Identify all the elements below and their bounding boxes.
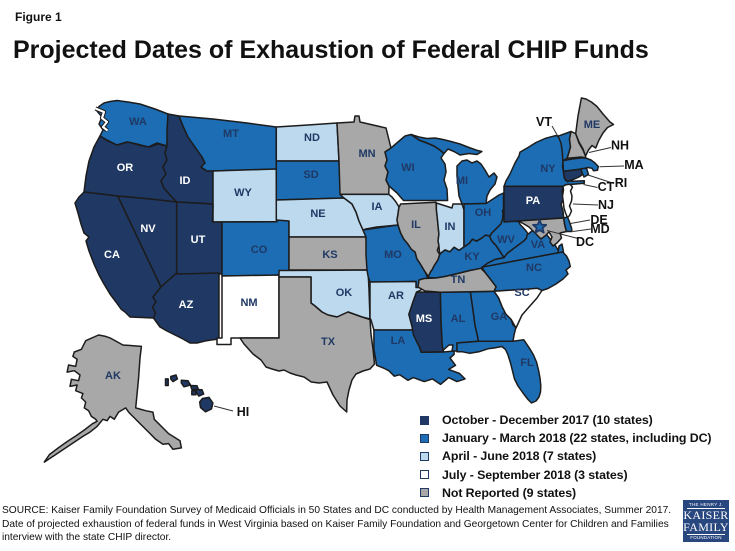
svg-text:ME: ME (584, 119, 601, 131)
svg-text:NV: NV (140, 223, 156, 235)
svg-text:VA: VA (531, 239, 546, 251)
svg-text:VT: VT (536, 115, 552, 129)
svg-text:NE: NE (310, 208, 325, 220)
svg-text:ID: ID (180, 175, 191, 187)
svg-text:HI: HI (237, 405, 250, 419)
svg-text:WY: WY (234, 187, 252, 199)
svg-text:CO: CO (251, 244, 268, 256)
svg-text:OH: OH (475, 207, 492, 219)
svg-text:SD: SD (303, 169, 318, 181)
svg-text:AZ: AZ (179, 299, 194, 311)
svg-text:MN: MN (358, 148, 375, 160)
svg-text:WI: WI (401, 162, 414, 174)
svg-text:MD: MD (590, 222, 609, 236)
svg-text:NJ: NJ (598, 198, 614, 212)
svg-text:TN: TN (451, 274, 466, 286)
svg-text:IA: IA (372, 201, 383, 213)
svg-text:LA: LA (391, 335, 406, 347)
svg-text:AL: AL (451, 313, 466, 325)
svg-text:AR: AR (388, 290, 404, 302)
svg-text:DC: DC (576, 235, 594, 249)
svg-text:NM: NM (240, 297, 257, 309)
svg-text:MI: MI (456, 175, 468, 187)
svg-text:GA: GA (491, 311, 508, 323)
svg-text:CT: CT (598, 180, 615, 194)
svg-text:ND: ND (304, 132, 320, 144)
svg-text:FL: FL (520, 357, 534, 369)
svg-text:SC: SC (514, 287, 529, 299)
svg-text:TX: TX (321, 336, 336, 348)
svg-text:NC: NC (526, 262, 542, 274)
svg-text:RI: RI (615, 176, 628, 190)
svg-text:MS: MS (416, 313, 433, 325)
svg-text:MA: MA (624, 158, 643, 172)
svg-text:PA: PA (526, 195, 541, 207)
svg-text:AK: AK (105, 370, 121, 382)
svg-text:OR: OR (117, 162, 134, 174)
svg-text:KY: KY (464, 251, 480, 263)
svg-text:UT: UT (191, 234, 206, 246)
svg-text:DE: DE (590, 213, 607, 227)
svg-text:KS: KS (322, 249, 337, 261)
svg-text:NH: NH (611, 139, 629, 153)
svg-text:CA: CA (104, 249, 120, 261)
svg-text:MT: MT (223, 128, 239, 140)
svg-text:MO: MO (384, 249, 402, 261)
svg-text:WV: WV (497, 234, 515, 246)
svg-text:WA: WA (129, 116, 147, 128)
svg-text:NY: NY (540, 163, 556, 175)
svg-text:OK: OK (336, 287, 353, 299)
svg-text:IN: IN (445, 221, 456, 233)
svg-text:IL: IL (411, 219, 421, 231)
